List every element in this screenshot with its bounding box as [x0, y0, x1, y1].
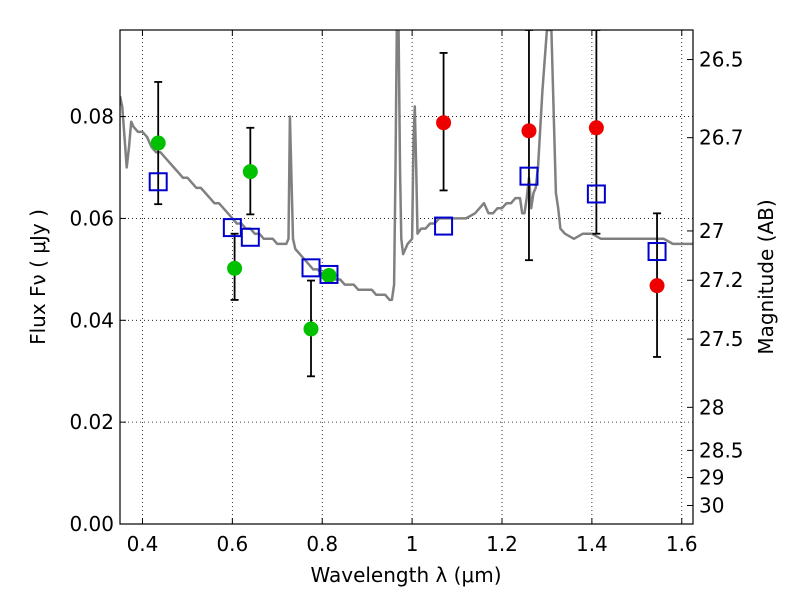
x-axis-title: Wavelength λ (μm)	[310, 563, 501, 587]
data-point-circle	[242, 164, 258, 180]
right-tick-label: 27	[699, 219, 724, 243]
right-tick-label: 27.2	[699, 268, 744, 292]
model-point-square	[319, 264, 339, 284]
data-point-circle	[303, 321, 319, 337]
data-point-circle	[227, 260, 243, 276]
right-tick-label: 29	[699, 466, 724, 490]
x-tick-label: 0.4	[127, 532, 159, 556]
x-tick-label: 1	[406, 532, 419, 556]
model-point-square	[240, 227, 260, 247]
y-tick-label: 0.00	[69, 512, 114, 536]
axis-ticks: 0.4 0.6 0.8 1 1.2 1.4 1.6 0.00 0.02 0.04 0.06 0.08 2…	[69, 30, 744, 556]
y-tick-label: 0.02	[69, 410, 114, 434]
data-point-circle	[521, 123, 537, 139]
spectrum-line	[120, 30, 693, 302]
y-tick-label: 0.04	[69, 308, 114, 332]
x-tick-label: 1.4	[576, 532, 608, 556]
right-tick-label: 27.5	[699, 327, 744, 351]
model-point-square	[148, 172, 168, 192]
model-point-square	[586, 184, 606, 204]
model-point-square	[647, 242, 667, 262]
x-tick-label: 0.8	[306, 532, 338, 556]
model-point-square	[222, 218, 242, 238]
data-point-circle	[588, 120, 604, 136]
y-axis-right-title: Magnitude (AB)	[754, 199, 778, 354]
data-point-circle	[321, 267, 337, 283]
y-tick-label: 0.08	[69, 105, 114, 129]
right-tick-label: 28.5	[699, 438, 744, 462]
y-axis-title: Flux Fν ( μJy )	[26, 209, 50, 345]
right-tick-label: 26.7	[699, 126, 744, 150]
right-tick-label: 26.5	[699, 48, 744, 72]
right-tick-label: 28	[699, 395, 724, 419]
y-tick-label: 0.06	[69, 206, 114, 230]
x-tick-label: 1.2	[486, 532, 518, 556]
grid-lines	[120, 30, 693, 524]
error-bars	[154, 30, 662, 378]
data-point-circle	[436, 115, 452, 131]
x-tick-label: 1.6	[666, 532, 698, 556]
data-markers	[148, 115, 667, 337]
model-point-square	[434, 216, 454, 236]
right-tick-label: 30	[699, 494, 724, 518]
model-point-square	[519, 166, 539, 186]
plot-frame	[119, 29, 694, 525]
model-spectrum	[120, 30, 693, 302]
data-point-circle	[649, 278, 665, 294]
data-point-circle	[150, 135, 166, 151]
x-tick-label: 0.6	[216, 532, 248, 556]
